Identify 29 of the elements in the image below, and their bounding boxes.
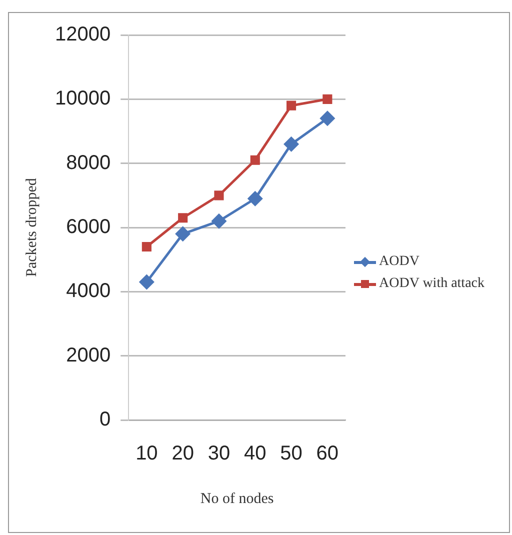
y-tick-label: 2000: [66, 344, 111, 366]
y-tick-label: 6000: [66, 216, 111, 238]
legend-label: AODV with attack: [379, 276, 484, 292]
y-tick-label: 10000: [54, 88, 111, 110]
point: [286, 100, 296, 110]
legend-label: AODV: [379, 254, 420, 270]
x-tick-label: 50: [280, 442, 302, 465]
point: [320, 111, 335, 126]
x-tick-label: 40: [244, 442, 266, 465]
point: [284, 136, 299, 152]
x-tick-label: 60: [316, 442, 339, 465]
point: [178, 213, 188, 223]
point: [212, 214, 226, 228]
x-tick-label: 20: [172, 442, 194, 465]
point: [142, 242, 152, 252]
x-tick-label: 30: [208, 442, 230, 465]
y-tick-label: 12000: [54, 24, 111, 46]
point: [139, 274, 154, 290]
x-axis-title: No of nodes: [200, 490, 274, 507]
y-axis-title: Packets dropped: [24, 178, 40, 277]
y-tick-label: 0: [99, 408, 111, 431]
y-tick-label: 4000: [66, 280, 111, 302]
point: [176, 226, 190, 242]
x-tick-label: 10: [136, 442, 158, 465]
point: [214, 190, 224, 200]
point: [248, 191, 262, 206]
point: [322, 94, 332, 104]
y-tick-label: 8000: [66, 152, 111, 174]
point: [250, 155, 260, 165]
